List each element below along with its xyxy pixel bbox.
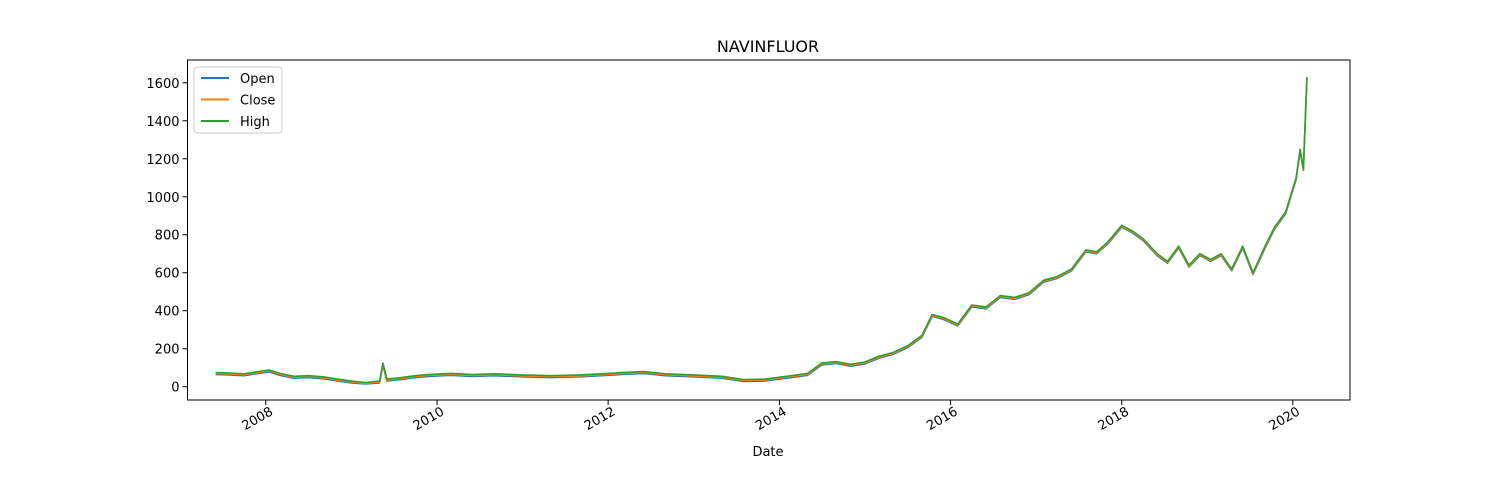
x-axis: 2008 2010 2012 2014 2016 2018 2020 — [240, 400, 1303, 434]
y-tick-label: 1600 — [146, 77, 179, 92]
x-tick-label: 2014 — [753, 404, 789, 434]
y-tick-label: 1400 — [146, 115, 179, 130]
y-tick-label: 800 — [155, 229, 180, 244]
y-tick-label: 0 — [171, 381, 179, 396]
legend-label-close: Close — [240, 94, 275, 109]
x-tick-label: 2020 — [1267, 404, 1303, 434]
plot-frame — [187, 59, 1351, 401]
legend: Open Close High — [193, 66, 283, 134]
chart-title: NAVINFLUOR — [717, 37, 819, 56]
y-tick-label: 600 — [155, 267, 180, 282]
x-axis-label: Date — [752, 445, 783, 460]
x-tick-label: 2010 — [411, 404, 447, 434]
legend-label-high: High — [240, 115, 270, 130]
series-line-open — [215, 78, 1308, 385]
y-tick-label: 200 — [155, 343, 180, 358]
y-axis: 0 200 400 600 800 1000 1200 1400 1600 — [146, 77, 188, 396]
y-tick-label: 1000 — [146, 191, 179, 206]
y-tick-label: 1200 — [146, 153, 179, 168]
legend-label-open: Open — [240, 72, 275, 87]
x-tick-label: 2018 — [1096, 404, 1132, 434]
plot-lines — [215, 77, 1308, 385]
legend-box — [193, 66, 283, 134]
series-line-close — [215, 77, 1308, 385]
x-tick-label: 2012 — [582, 404, 618, 434]
y-tick-label: 400 — [155, 305, 180, 320]
x-tick-label: 2016 — [924, 404, 960, 434]
x-tick-label: 2008 — [240, 404, 276, 434]
series-line-high — [215, 77, 1308, 384]
